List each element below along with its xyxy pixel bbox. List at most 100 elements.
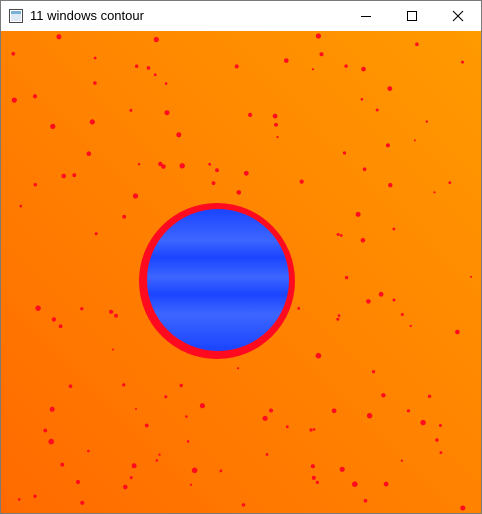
noise-dot	[439, 424, 442, 427]
noise-dot	[158, 161, 163, 167]
noise-dot	[94, 232, 98, 236]
noise-dot	[344, 64, 348, 68]
noise-dot	[236, 190, 242, 195]
noise-dot	[385, 143, 390, 148]
noise-dot	[135, 408, 137, 410]
noise-dot	[272, 113, 278, 119]
noise-dot	[310, 464, 315, 469]
maximize-icon	[407, 11, 417, 21]
noise-dot	[129, 108, 133, 112]
noise-dot	[309, 428, 313, 432]
noise-dot	[315, 480, 319, 484]
noise-dot	[378, 291, 384, 297]
noise-dot	[274, 122, 278, 127]
close-button[interactable]	[435, 1, 481, 31]
noise-dot	[60, 462, 65, 467]
noise-dot	[361, 66, 366, 72]
noise-dot	[86, 151, 92, 156]
noise-dot	[360, 238, 366, 243]
noise-dot	[68, 384, 73, 389]
noise-dot	[131, 463, 137, 469]
maximize-button[interactable]	[389, 1, 435, 31]
noise-dot	[375, 108, 379, 112]
noise-dot	[199, 403, 205, 409]
noise-dot	[153, 73, 157, 77]
noise-dot	[146, 66, 151, 70]
noise-dot	[89, 119, 95, 125]
noise-dot	[460, 505, 466, 511]
noise-dot	[93, 81, 97, 85]
noise-dot	[80, 500, 85, 505]
noise-dot	[32, 94, 38, 99]
noise-dot	[19, 204, 23, 208]
noise-dot	[372, 370, 376, 374]
noise-dot	[137, 163, 141, 166]
noise-dot	[360, 98, 364, 101]
noise-dot	[164, 110, 170, 116]
noise-dot	[56, 34, 62, 40]
noise-dot	[299, 179, 304, 184]
noise-dot	[470, 275, 473, 278]
noise-dot	[176, 132, 182, 138]
noise-dot	[425, 120, 428, 123]
noise-dot	[269, 408, 273, 413]
title-bar[interactable]: 11 windows contour	[1, 1, 481, 31]
noise-dot	[400, 313, 404, 316]
noise-dot	[355, 211, 361, 217]
close-icon	[452, 10, 464, 22]
noise-dot	[58, 324, 63, 329]
noise-dot	[435, 438, 439, 442]
noise-dot	[392, 227, 396, 231]
noise-dot	[455, 329, 460, 335]
noise-dot	[93, 56, 97, 60]
minimize-icon	[361, 16, 371, 17]
noise-dot	[433, 191, 436, 194]
noise-dot	[236, 367, 240, 370]
app-window-icon	[9, 9, 23, 23]
noise-dot	[366, 299, 371, 304]
noise-dot	[448, 181, 452, 185]
noise-dot	[383, 481, 389, 487]
noise-dot	[315, 352, 322, 359]
contour-image	[1, 31, 481, 513]
noise-dot	[331, 408, 337, 414]
noise-dot	[284, 58, 289, 63]
noise-dot	[153, 36, 159, 43]
noise-dot	[285, 425, 289, 429]
noise-dot	[211, 181, 216, 186]
noise-dot	[439, 451, 443, 454]
noise-dot	[311, 68, 314, 71]
noise-dot	[122, 383, 126, 387]
noise-dot	[155, 459, 159, 462]
noise-dot	[49, 406, 55, 412]
noise-dot	[17, 498, 21, 501]
noise-dot	[387, 86, 393, 91]
noise-dot	[312, 428, 316, 431]
noise-dot	[43, 428, 48, 433]
blob-fill	[147, 209, 289, 351]
noise-dot	[400, 459, 403, 462]
noise-dot	[319, 52, 324, 57]
noise-dot	[381, 393, 386, 398]
noise-dot	[135, 64, 139, 68]
noise-dot	[87, 449, 90, 453]
noise-dot	[413, 139, 416, 142]
noise-dot	[48, 438, 54, 445]
noise-dot	[336, 317, 340, 321]
noise-dot	[109, 309, 114, 314]
noise-dot	[75, 479, 81, 485]
noise-dot	[51, 317, 57, 322]
noise-dot	[179, 383, 183, 388]
noise-dot	[336, 233, 340, 236]
noise-dot	[11, 51, 16, 56]
noise-dot	[122, 214, 127, 219]
noise-dot	[164, 395, 168, 399]
noise-dot	[243, 170, 249, 176]
minimize-button[interactable]	[343, 1, 389, 31]
noise-dot	[112, 348, 114, 351]
noise-dot	[33, 183, 37, 187]
noise-dot	[315, 33, 321, 39]
noise-dot	[189, 483, 193, 486]
noise-dot	[363, 498, 368, 503]
